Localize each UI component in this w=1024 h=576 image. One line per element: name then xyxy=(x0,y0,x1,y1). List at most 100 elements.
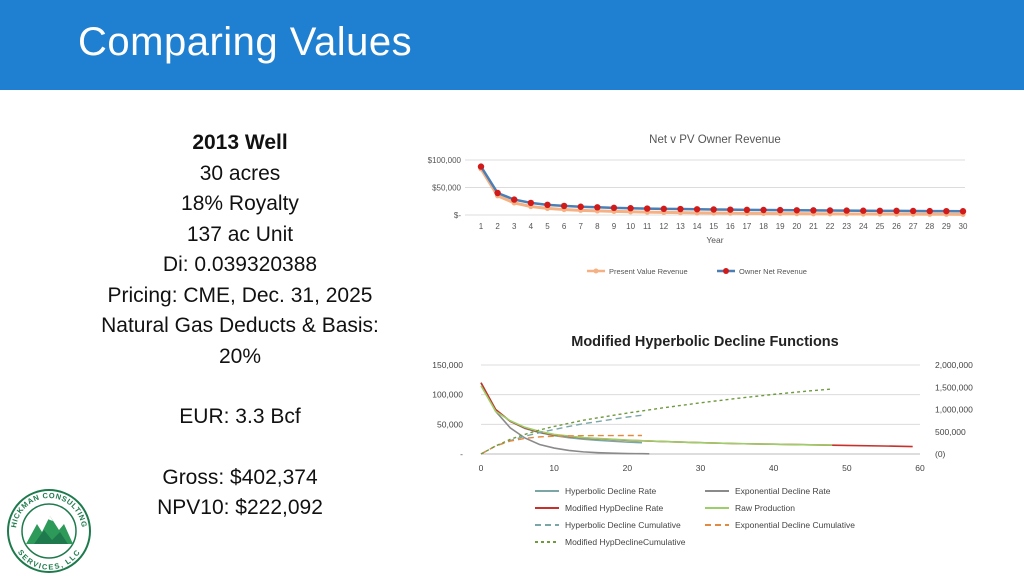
slide-title: Comparing Values xyxy=(78,20,413,64)
owner-net-point xyxy=(926,207,933,215)
right-y-tick-label: 500,000 xyxy=(935,427,966,437)
x-tick-label: 21 xyxy=(809,222,818,231)
owner-net-point xyxy=(727,206,734,213)
series-line-3 xyxy=(480,385,833,446)
owner-net-point xyxy=(760,206,767,214)
x-tick-label: 16 xyxy=(726,222,735,231)
company-logo: HICKMAN CONSULTING SERVICES, LLC xyxy=(7,489,91,573)
left-y-tick-label: 150,000 xyxy=(432,360,463,370)
owner-net-point xyxy=(743,206,751,214)
owner-net-point xyxy=(693,206,701,213)
title-banner xyxy=(0,0,1024,90)
series-line-4 xyxy=(480,414,643,455)
legend-marker-pv xyxy=(593,268,599,274)
x-tick-label: 30 xyxy=(959,222,968,231)
x-tick-label: 20 xyxy=(623,463,633,473)
owner-net-point xyxy=(843,207,850,214)
x-tick-label: 50 xyxy=(842,463,852,473)
x-tick-label: 3 xyxy=(512,222,517,231)
right-y-tick-label: 1,000,000 xyxy=(935,405,973,415)
x-tick-label: 1 xyxy=(479,222,484,231)
x-tick-label: 4 xyxy=(529,222,534,231)
well-di: Di: 0.039320388 xyxy=(162,253,318,276)
well-pricing: Pricing: CME, Dec. 31, 2025 xyxy=(107,283,373,307)
right-y-tick-label: (0) xyxy=(935,449,946,459)
owner-net-point xyxy=(511,196,518,203)
well-info-panel: 2013 Well 30 acres 18% Royalty 137 ac Un… xyxy=(60,128,420,524)
x-tick-label: 7 xyxy=(578,222,583,231)
owner-net-point xyxy=(477,163,485,170)
x-axis-label: Year xyxy=(706,235,723,245)
y-tick-label: $50,000 xyxy=(432,184,461,193)
owner-net-point xyxy=(893,207,900,215)
x-tick-label: 25 xyxy=(875,222,884,231)
owner-net-point xyxy=(876,207,884,215)
owner-net-point xyxy=(943,207,950,215)
x-tick-label: 14 xyxy=(693,222,702,231)
x-tick-label: 0 xyxy=(479,463,484,473)
owner-net-point xyxy=(560,202,568,210)
left-y-tick-label: - xyxy=(460,449,463,459)
x-tick-label: 10 xyxy=(549,463,559,473)
owner-net-point xyxy=(677,205,684,213)
x-tick-label: 60 xyxy=(915,463,925,473)
owner-net-point xyxy=(810,207,817,214)
owner-net-point xyxy=(544,201,551,209)
well-heading: 2013 Well xyxy=(192,131,288,154)
owner-net-point xyxy=(610,204,618,212)
x-tick-label: 26 xyxy=(892,222,901,231)
x-tick-label: 18 xyxy=(759,222,768,231)
x-tick-label: 27 xyxy=(909,222,918,231)
x-tick-label: 24 xyxy=(859,222,868,231)
owner-net-point xyxy=(776,206,784,214)
series-line-5 xyxy=(480,434,642,455)
right-y-tick-label: 1,500,000 xyxy=(935,382,973,392)
x-tick-label: 5 xyxy=(545,222,550,231)
x-tick-label: 8 xyxy=(595,222,600,231)
owner-net-point xyxy=(826,207,834,214)
owner-net-point xyxy=(710,206,717,213)
owner-net-point xyxy=(527,199,535,207)
series-line-present-value xyxy=(479,168,964,216)
y-tick-label: $100,000 xyxy=(428,156,462,165)
x-tick-label: 10 xyxy=(626,222,635,231)
right-y-tick-label: 2,000,000 xyxy=(935,360,973,370)
legend-label: Hyperbolic Decline Cumulative xyxy=(565,520,681,530)
x-tick-label: 15 xyxy=(709,222,718,231)
owner-net-point xyxy=(494,189,501,197)
owner-net-point xyxy=(909,207,917,215)
owner-net-point xyxy=(860,207,867,214)
legend-label: Raw Production xyxy=(735,503,795,513)
x-tick-label: 22 xyxy=(826,222,835,231)
legend-label-pv: Present Value Revenue xyxy=(609,267,688,276)
chart-title: Modified Hyperbolic Decline Functions xyxy=(571,334,838,350)
left-y-tick-label: 50,000 xyxy=(437,419,463,429)
net-vs-pv-chart: Net v PV Owner Revenue $100,000 $50,000 $- 1… xyxy=(428,134,968,276)
chart-title: Net v PV Owner Revenue xyxy=(649,134,781,146)
well-deducts-value: 20% xyxy=(218,344,262,368)
legend-label: Hyperbolic Decline Rate xyxy=(565,486,656,496)
x-tick-label: 40 xyxy=(769,463,779,473)
well-deducts: Natural Gas Deducts & Basis: xyxy=(101,314,379,337)
series-line-6 xyxy=(480,388,833,455)
legend-label-owner: Owner Net Revenue xyxy=(739,267,807,276)
legend-marker-owner xyxy=(723,268,729,274)
legend-label: Modified HypDeclineCumulative xyxy=(565,537,686,547)
x-tick-label: 11 xyxy=(643,222,652,231)
left-y-tick-label: 100,000 xyxy=(432,390,463,400)
x-tick-label: 23 xyxy=(842,222,851,231)
legend-label: Modified HypDecline Rate xyxy=(565,503,664,513)
series-line-1 xyxy=(480,382,650,455)
x-tick-label: 12 xyxy=(659,222,668,231)
y-tick-label: $- xyxy=(454,211,461,220)
owner-net-point xyxy=(959,208,967,215)
x-tick-label: 28 xyxy=(925,222,934,231)
x-tick-label: 13 xyxy=(676,222,685,231)
x-tick-label: 17 xyxy=(742,222,751,231)
legend-label: Exponential Decline Cumulative xyxy=(735,520,855,530)
x-tick-label: 20 xyxy=(792,222,801,231)
series-line-2 xyxy=(480,382,913,448)
x-tick-label: 6 xyxy=(562,222,567,231)
owner-net-point xyxy=(594,204,601,211)
legend-label: Exponential Decline Rate xyxy=(735,486,831,496)
